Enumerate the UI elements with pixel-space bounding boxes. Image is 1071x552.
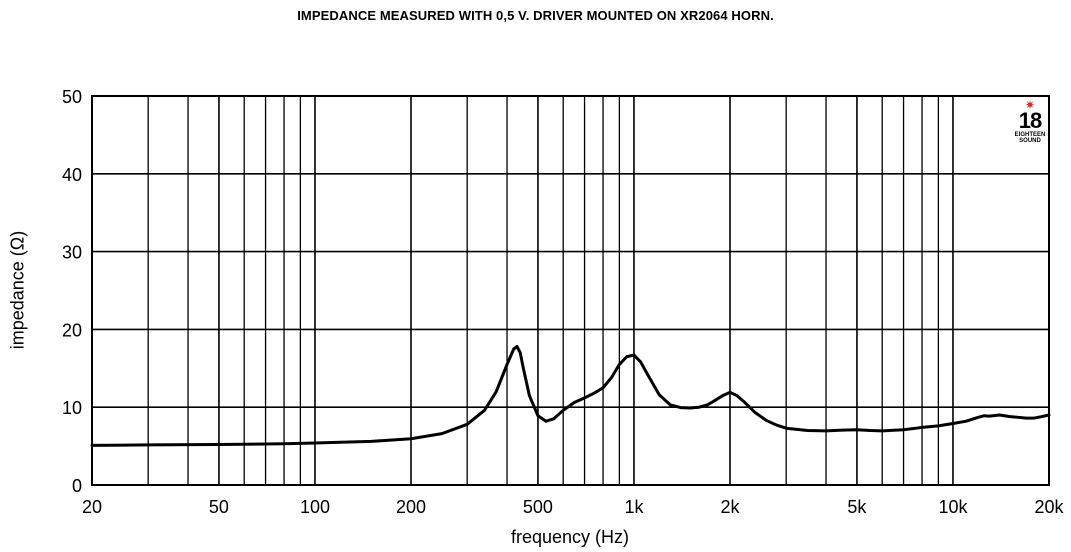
logo-number: 18	[1018, 108, 1042, 133]
x-tick-label: 500	[523, 497, 553, 517]
x-axis-label: frequency (Hz)	[510, 527, 630, 547]
y-tick-label: 40	[62, 165, 82, 185]
y-tick-label: 30	[62, 243, 82, 263]
gridlines	[91, 95, 1050, 486]
tick-labels: 20 50 100 200 500 1k 2k 5k 10k 20k 0 10 20 30 40 50	[62, 87, 1065, 517]
y-tick-label: 20	[62, 320, 82, 340]
x-tick-label: 20	[82, 497, 102, 517]
x-tick-label: 200	[396, 497, 426, 517]
impedance-curve	[90, 345, 1051, 447]
x-tick-label: 1k	[624, 497, 644, 517]
logo-text-line2: SOUND	[1019, 138, 1041, 144]
x-tick-label: 5k	[847, 497, 867, 517]
x-tick-label: 100	[300, 497, 330, 517]
logo-text: EIGHTEEN SOUND	[1014, 132, 1046, 144]
logo-star-icon: ✷	[1024, 98, 1036, 112]
x-tick-label: 2k	[720, 497, 740, 517]
x-tick-label: 50	[209, 497, 229, 517]
y-tick-label: 0	[72, 476, 82, 496]
logo-text-line1: EIGHTEEN	[1014, 132, 1046, 138]
brand-logo: ✷ 18 EIGHTEEN SOUND	[1014, 98, 1046, 144]
x-tick-label: 10k	[938, 497, 968, 517]
chart-title: IMPEDANCE MEASURED WITH 0,5 V. DRIVER MO…	[297, 8, 774, 23]
y-tick-label: 50	[62, 87, 82, 107]
plot-frame	[91, 95, 1050, 486]
x-tick-label: 20k	[1034, 497, 1064, 517]
y-tick-label: 10	[62, 398, 82, 418]
